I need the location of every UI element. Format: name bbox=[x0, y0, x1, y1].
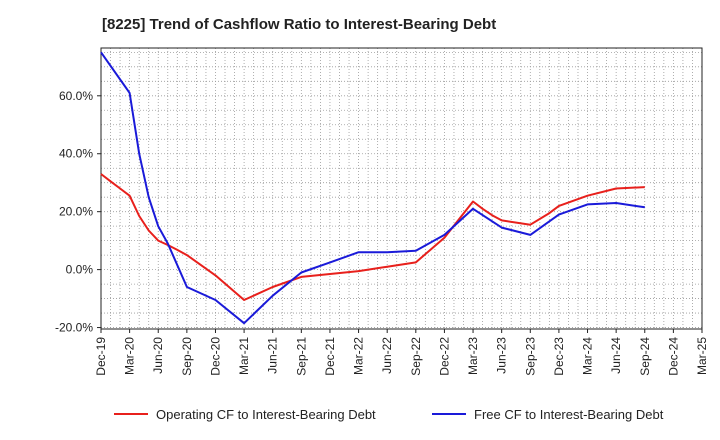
series-line-operating-cf bbox=[100, 173, 645, 301]
y-tick-label: 60.0% bbox=[59, 89, 93, 103]
x-tick-label: Sep-22 bbox=[409, 337, 423, 376]
x-tick-label: Sep-24 bbox=[638, 337, 652, 376]
x-tick-label: Dec-22 bbox=[437, 337, 451, 376]
x-tick-label: Mar-24 bbox=[581, 337, 595, 375]
chart-title: [8225] Trend of Cashflow Ratio to Intere… bbox=[102, 16, 497, 33]
x-tick-label: Mar-25 bbox=[695, 337, 709, 375]
y-tick-label: -20.0% bbox=[55, 321, 93, 335]
x-tick-label: Jun-21 bbox=[266, 337, 280, 374]
x-tick-label: Jun-24 bbox=[609, 337, 623, 374]
x-tick-label: Sep-21 bbox=[294, 337, 308, 376]
x-tick-label: Jun-22 bbox=[380, 337, 394, 374]
legend: Operating CF to Interest-Bearing Debt Fre… bbox=[114, 407, 664, 422]
x-tick-label: Mar-21 bbox=[237, 337, 251, 375]
x-tick-label: Mar-20 bbox=[123, 337, 137, 375]
x-tick-label: Jun-23 bbox=[495, 337, 509, 374]
legend-label: Operating CF to Interest-Bearing Debt bbox=[156, 407, 376, 422]
x-tick-label: Dec-24 bbox=[666, 337, 680, 376]
x-axis: Dec-19 Mar-20 Jun-20 Sep-20 Dec-20 Mar-21 Jun-… bbox=[94, 329, 709, 376]
x-tick-label: Mar-23 bbox=[466, 337, 480, 375]
x-tick-label: Sep-20 bbox=[180, 337, 194, 376]
x-tick-label: Jun-20 bbox=[151, 337, 165, 374]
y-tick-label: 20.0% bbox=[59, 205, 93, 219]
series-lines bbox=[100, 51, 645, 325]
x-tick-label: Dec-19 bbox=[94, 337, 108, 376]
x-tick-label: Dec-21 bbox=[323, 337, 337, 376]
grid bbox=[100, 48, 703, 329]
y-axis: -20.0% 0.0% 20.0% 40.0% 60.0% bbox=[55, 89, 101, 335]
plot-area bbox=[100, 47, 703, 330]
y-tick-label: 0.0% bbox=[66, 263, 94, 277]
y-tick-label: 40.0% bbox=[59, 147, 93, 161]
x-tick-label: Sep-23 bbox=[523, 337, 537, 376]
x-tick-label: Mar-22 bbox=[352, 337, 366, 375]
x-tick-label: Dec-23 bbox=[552, 337, 566, 376]
series-line-free-cf bbox=[100, 51, 645, 325]
x-tick-label: Dec-20 bbox=[208, 337, 222, 376]
legend-label: Free CF to Interest-Bearing Debt bbox=[474, 407, 664, 422]
